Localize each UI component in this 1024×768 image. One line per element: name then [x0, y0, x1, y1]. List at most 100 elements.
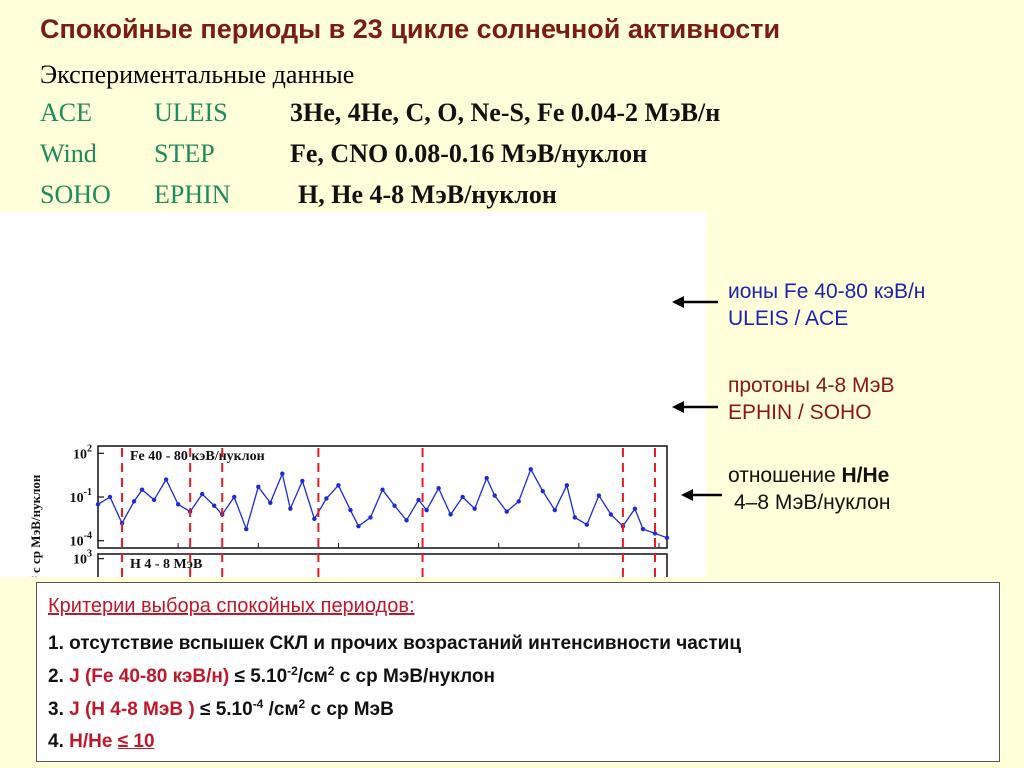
page-title: Спокойные периоды в 23 цикле солнечной а…	[40, 14, 781, 44]
data-point	[300, 478, 305, 484]
data-point	[232, 494, 237, 500]
criterion-unit: /см	[263, 699, 299, 720]
spacecraft-label: Wind	[40, 139, 97, 168]
data-point	[516, 499, 521, 504]
criterion-1: 1. отсутствие вспышек СКЛ и прочих возра…	[48, 633, 742, 654]
data-point	[107, 494, 113, 500]
criterion-4: 4. H/He ≤ 10	[48, 731, 155, 753]
data-point	[460, 494, 465, 500]
data-point	[336, 483, 341, 488]
y-tick-label: 10-1	[70, 487, 92, 506]
data-point	[139, 487, 145, 492]
instrument-details: Fe, CNO 0.08-0.16 МэВ/нуклон	[290, 139, 648, 168]
data-point	[212, 503, 217, 508]
data-point	[312, 516, 317, 522]
data-point	[268, 500, 273, 506]
criterion-operator: ≤	[234, 666, 251, 687]
subtitle: Экспериментальные данные	[40, 60, 355, 89]
arrow-icon	[672, 296, 718, 308]
data-point	[175, 502, 181, 507]
criterion-3: 3. J (H 4-8 МэВ ) ≤ 5.10-4 /см2 с ср МэВ	[48, 697, 394, 721]
fe-series-label: ионы Fe 40-80 кэВ/н ULEIS / ACE	[728, 278, 925, 332]
data-point	[95, 502, 101, 507]
criterion-j: J	[69, 699, 80, 720]
ratio-label-prefix: отношение	[728, 464, 842, 487]
data-point	[492, 493, 497, 498]
criterion-condition: H/He	[69, 731, 118, 752]
data-point	[572, 515, 578, 520]
data-point	[640, 526, 646, 532]
spacecraft-label: ACE	[40, 98, 92, 127]
data-point	[596, 493, 602, 498]
data-point	[416, 497, 421, 503]
data-point	[472, 506, 477, 511]
y-tick-label: 102	[73, 443, 92, 462]
criterion-j: J	[69, 666, 80, 687]
criterion-exponent: 2	[298, 697, 306, 711]
data-point	[540, 488, 545, 494]
data-point	[199, 491, 205, 497]
data-point	[368, 515, 373, 520]
criterion-exponent: -2	[287, 664, 298, 678]
data-point	[552, 507, 558, 513]
data-point	[504, 509, 509, 514]
criterion-unit: /см	[297, 666, 328, 687]
instrument-label: EPHIN	[154, 180, 231, 209]
data-point	[664, 535, 670, 540]
data-point	[528, 467, 533, 472]
arrow-icon	[681, 489, 722, 501]
data-point	[356, 523, 361, 529]
criteria-heading: Критерии выбора спокойных периодов:	[48, 595, 415, 617]
proton-label-line2: EPHIN / SOHO	[728, 401, 872, 424]
criterion-2: 2. J (Fe 40-80 кэВ/н) ≤ 5.10-2/см2 с ср …	[48, 664, 496, 688]
criterion-exponent: 2	[327, 664, 335, 678]
instrument-details: 3He, 4He, C, O, Ne-S, Fe 0.04-2 МэВ/н	[290, 98, 721, 127]
data-point	[584, 522, 590, 527]
instrument-label: STEP	[154, 139, 215, 168]
criterion-value: 5.10	[250, 666, 288, 687]
panel-title: H 4 - 8 МэВ	[130, 557, 202, 572]
y-tick-label: 10-4	[70, 531, 92, 550]
data-point	[131, 499, 137, 504]
spacecraft-label: SOHO	[40, 180, 111, 209]
proton-series-label: протоны 4-8 МэВ EPHIN / SOHO	[728, 372, 895, 426]
criterion-condition: (Fe 40-80 кэВ/н)	[79, 666, 235, 687]
fe-label-line1: ионы Fe 40-80 кэВ/н	[728, 280, 926, 303]
data-point	[436, 486, 441, 491]
criterion-operator: ≤	[199, 699, 216, 720]
data-point	[163, 477, 169, 482]
data-point	[392, 503, 397, 508]
instrument-label: ULEIS	[154, 98, 228, 127]
data-point	[256, 484, 261, 489]
data-point	[404, 518, 409, 523]
data-point	[324, 496, 329, 501]
criterion-number: 3.	[48, 699, 70, 720]
data-point	[348, 507, 353, 513]
criterion-unit-tail: с ср МэВ/нуклон	[334, 666, 496, 687]
data-point	[564, 483, 570, 488]
criterion-condition: (H 4-8 МэВ )	[79, 699, 200, 720]
panel-title: Fe 40 - 80 кэВ/нуклон	[130, 449, 265, 464]
data-point	[652, 531, 658, 536]
y-tick-label: 103	[73, 549, 92, 568]
criterion-operator: ≤ 10	[117, 731, 155, 752]
ratio-series-label: отношение H/He 4–8 МэВ/нуклон	[728, 462, 890, 516]
proton-label-line1: протоны 4-8 МэВ	[728, 374, 895, 397]
criteria-box: Критерии выбора спокойных периодов: 1. о…	[36, 582, 1000, 762]
data-point	[424, 507, 429, 513]
instrument-details: H, He 4-8 МэВ/нуклон	[298, 180, 557, 209]
data-point	[632, 506, 638, 511]
data-point	[380, 487, 385, 492]
data-point	[448, 512, 453, 517]
data-point	[484, 475, 489, 481]
criterion-number: 2.	[48, 666, 70, 687]
criterion-value: 5.10	[215, 699, 253, 720]
criterion-exponent: -4	[252, 697, 264, 711]
data-point	[608, 512, 614, 517]
arrow-icon	[672, 401, 718, 413]
fe-label-line2: ULEIS / ACE	[728, 307, 849, 330]
ratio-label-line2: 4–8 МэВ/нуклон	[734, 491, 891, 514]
ratio-label-hhe: H/He	[841, 464, 890, 487]
data-point	[280, 471, 285, 476]
